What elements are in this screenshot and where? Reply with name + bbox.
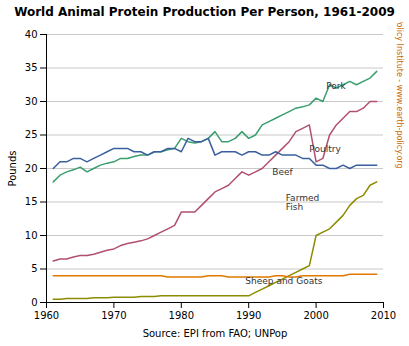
svg-text:Poultry: Poultry (309, 144, 341, 154)
svg-text:10: 10 (25, 230, 38, 241)
svg-text:2000: 2000 (303, 310, 328, 321)
svg-text:1970: 1970 (101, 310, 126, 321)
svg-text:40: 40 (25, 29, 38, 40)
svg-text:5: 5 (31, 263, 37, 274)
svg-text:30: 30 (25, 96, 38, 107)
svg-text:1980: 1980 (169, 310, 194, 321)
svg-text:15: 15 (25, 196, 38, 207)
svg-text:0: 0 (31, 297, 37, 308)
svg-text:25: 25 (25, 129, 38, 140)
svg-text:Sheep and Goats: Sheep and Goats (245, 276, 322, 286)
svg-text:Pounds: Pounds (7, 150, 18, 186)
svg-text:Beef: Beef (272, 167, 293, 177)
svg-text:35: 35 (25, 62, 38, 73)
svg-text:Earth Policy Institute - www.e: Earth Policy Institute - www.earth-polic… (395, 22, 404, 169)
svg-text:1960: 1960 (34, 310, 59, 321)
svg-text:Source: EPI from FAO; UNPop: Source: EPI from FAO; UNPop (143, 328, 288, 339)
svg-text:20: 20 (25, 163, 38, 174)
svg-text:1990: 1990 (236, 310, 261, 321)
html-text:World Animal Protein Productio: World Animal Protein Production Per Pers… (14, 5, 395, 19)
svg-text:FarmedFish: FarmedFish (286, 193, 319, 212)
svg-text:Pork: Pork (326, 81, 346, 91)
svg-text:2010: 2010 (371, 310, 396, 321)
